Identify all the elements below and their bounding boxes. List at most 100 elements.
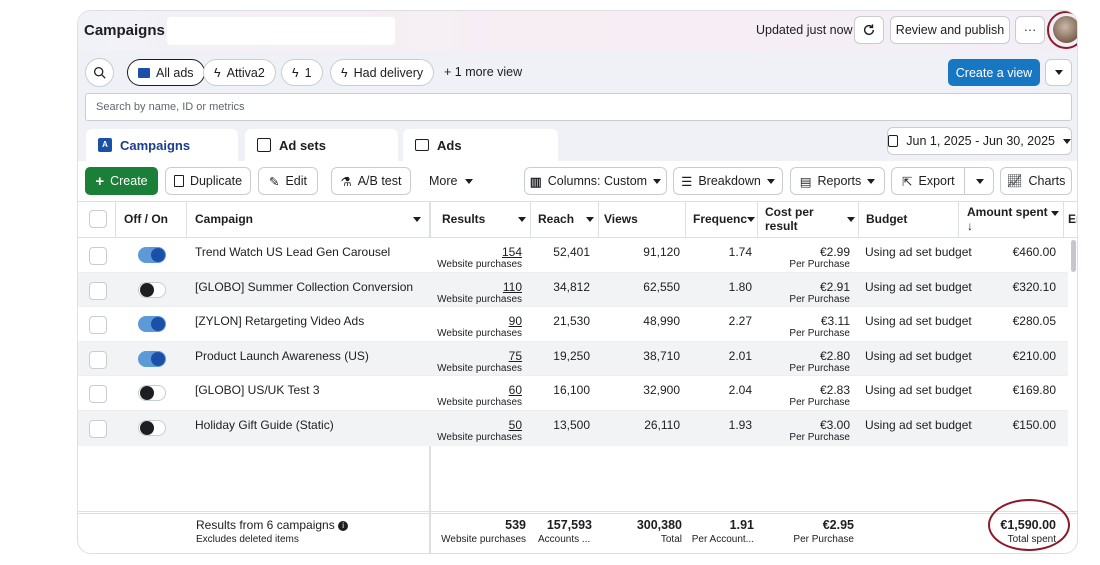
campaign-toggle[interactable]	[138, 247, 166, 263]
column-header-extra[interactable]: Er	[1068, 212, 1077, 226]
campaign-name[interactable]: Trend Watch US Lead Gen Carousel	[195, 245, 391, 259]
more-menu-button[interactable]: More	[423, 167, 479, 195]
views-value: 26,110	[644, 418, 680, 432]
campaign-toggle[interactable]	[138, 385, 166, 402]
table-row[interactable]: [ZYLON] Retargeting Video Ads 90 Website p…	[78, 307, 1068, 342]
campaign-name[interactable]: [GLOBO] Summer Collection Conversion	[195, 279, 414, 294]
chevron-down-icon[interactable]	[976, 179, 984, 184]
ab-test-button[interactable]: ⚗ A/B test	[331, 167, 411, 195]
totals-label-text: Results from 6 campaigns	[196, 518, 335, 532]
views-value: 62,550	[643, 279, 680, 294]
chevron-down-icon	[1063, 138, 1071, 144]
results-value[interactable]: 90	[508, 314, 522, 329]
campaign-toggle[interactable]	[138, 281, 166, 298]
row-checkbox[interactable]	[89, 316, 107, 335]
tab-ad-sets[interactable]: Ad sets	[245, 129, 398, 161]
column-header-cost-line1: Cost per	[765, 205, 814, 219]
table-row[interactable]: Product Launch Awareness (US) 75 Website p…	[78, 341, 1068, 377]
reach-value: 16,100	[553, 383, 590, 398]
views-value: 48,990	[643, 314, 680, 329]
filter-had-delivery[interactable]: ϟ Had delivery	[330, 59, 435, 86]
toggle-knob	[140, 421, 154, 435]
table-row[interactable]: [GLOBO] Summer Collection Conversion 110 W…	[78, 272, 1068, 308]
tab-ads-label: Ads	[437, 137, 462, 153]
search-toggle-button[interactable]	[85, 58, 114, 87]
create-view-dropdown[interactable]	[1045, 59, 1072, 86]
filter-one[interactable]: ϟ 1	[281, 59, 323, 86]
filter-had-delivery-label: Had delivery	[353, 65, 424, 80]
results-value[interactable]: 154	[501, 245, 522, 259]
campaign-name[interactable]: Product Launch Awareness (US)	[195, 348, 369, 363]
campaign-icon: A	[98, 138, 112, 152]
column-header-frequency[interactable]: Frequenc	[693, 201, 755, 237]
campaign-toggle[interactable]	[138, 420, 166, 436]
tab-ads[interactable]: Ads	[403, 129, 558, 161]
campaign-toggle[interactable]	[138, 316, 166, 333]
amount-spent-value: €460.00	[1012, 245, 1056, 259]
chevron-down-icon	[518, 217, 526, 222]
column-header-campaign-label: Campaign	[195, 212, 254, 226]
totals-frequency: 1.91	[729, 518, 754, 532]
results-sub: Website purchases	[437, 293, 522, 305]
reports-icon: ▤	[799, 174, 812, 189]
export-divider	[964, 168, 965, 194]
results-value[interactable]: 60	[508, 383, 522, 398]
review-and-publish-button[interactable]: Review and publish	[890, 16, 1010, 44]
refresh-button[interactable]	[854, 16, 884, 44]
results-sub: Website purchases	[437, 328, 522, 340]
frequency-value: 1.74	[728, 245, 752, 259]
cost-sub: Per Purchase	[789, 362, 850, 374]
cost-value: €2.91	[819, 279, 850, 294]
filter-attiva2[interactable]: ϟ Attiva2	[203, 59, 276, 86]
create-button-label: Create	[110, 174, 148, 188]
totals-views-sub: Total	[660, 534, 682, 545]
campaign-name[interactable]: [ZYLON] Retargeting Video Ads	[195, 314, 365, 329]
column-header-amount-spent[interactable]: Amount spent ↓	[967, 201, 1059, 237]
row-checkbox[interactable]	[89, 281, 107, 300]
reports-button[interactable]: ▤ Reports	[790, 167, 885, 195]
more-view-link[interactable]: + 1 more view	[444, 65, 523, 79]
row-checkbox[interactable]	[89, 385, 107, 404]
results-value[interactable]: 110	[502, 279, 522, 294]
results-value[interactable]: 50	[508, 418, 522, 432]
date-range-picker[interactable]: Jun 1, 2025 - Jun 30, 2025	[887, 127, 1072, 155]
campaign-toggle[interactable]	[138, 350, 166, 367]
breakdown-button[interactable]: ☰ Breakdown	[673, 167, 783, 195]
duplicate-button[interactable]: Duplicate	[165, 167, 251, 195]
row-checkbox[interactable]	[89, 420, 107, 438]
row-checkbox[interactable]	[89, 247, 107, 265]
column-header-cost-per-result[interactable]: Cost per result	[765, 201, 855, 237]
campaign-name[interactable]: Holiday Gift Guide (Static)	[195, 418, 334, 432]
filter-all-ads[interactable]: All ads	[127, 59, 205, 86]
toggle-knob	[140, 282, 154, 297]
total-spent-highlight	[988, 499, 1070, 551]
create-button[interactable]: + Create	[85, 167, 158, 195]
search-input[interactable]: Search by name, ID or metrics	[85, 93, 1072, 121]
campaign-name[interactable]: [GLOBO] US/UK Test 3	[195, 383, 320, 398]
column-header-reach[interactable]: Reach	[538, 201, 594, 237]
columns-button[interactable]: ▥ Columns: Custom	[524, 167, 667, 195]
tab-campaigns-label: Campaigns	[120, 137, 191, 153]
column-header-views[interactable]: Views	[604, 212, 638, 226]
export-button[interactable]: ⇱ Export	[891, 167, 994, 195]
filter-one-label: 1	[304, 65, 312, 80]
edit-button[interactable]: ✎ Edit	[258, 167, 318, 195]
chevron-down-icon	[1054, 70, 1063, 75]
vertical-scrollbar[interactable]	[1071, 240, 1076, 272]
table-row[interactable]: Trend Watch US Lead Gen Carousel 154 Websi…	[78, 238, 1068, 273]
column-header-budget[interactable]: Budget	[866, 212, 908, 226]
column-header-results[interactable]: Results	[442, 201, 526, 237]
table-row[interactable]: [GLOBO] US/UK Test 3 60 Website purchases 1…	[78, 376, 1068, 411]
create-view-button[interactable]: Create a view	[948, 59, 1040, 86]
table-row[interactable]: Holiday Gift Guide (Static) 50 Website pur…	[78, 411, 1068, 446]
select-all-checkbox[interactable]	[89, 210, 107, 228]
avatar[interactable]	[1053, 16, 1077, 43]
info-icon[interactable]: i	[338, 520, 349, 531]
more-options-button[interactable]: ···	[1015, 16, 1045, 44]
row-checkbox[interactable]	[89, 350, 107, 369]
column-header-off-on[interactable]: Off / On	[124, 212, 168, 226]
tab-campaigns[interactable]: A Campaigns	[86, 129, 238, 161]
results-value[interactable]: 75	[508, 348, 522, 363]
charts-button[interactable]: 📈︎ Charts	[1000, 167, 1072, 195]
column-header-campaign[interactable]: Campaign	[195, 201, 425, 237]
